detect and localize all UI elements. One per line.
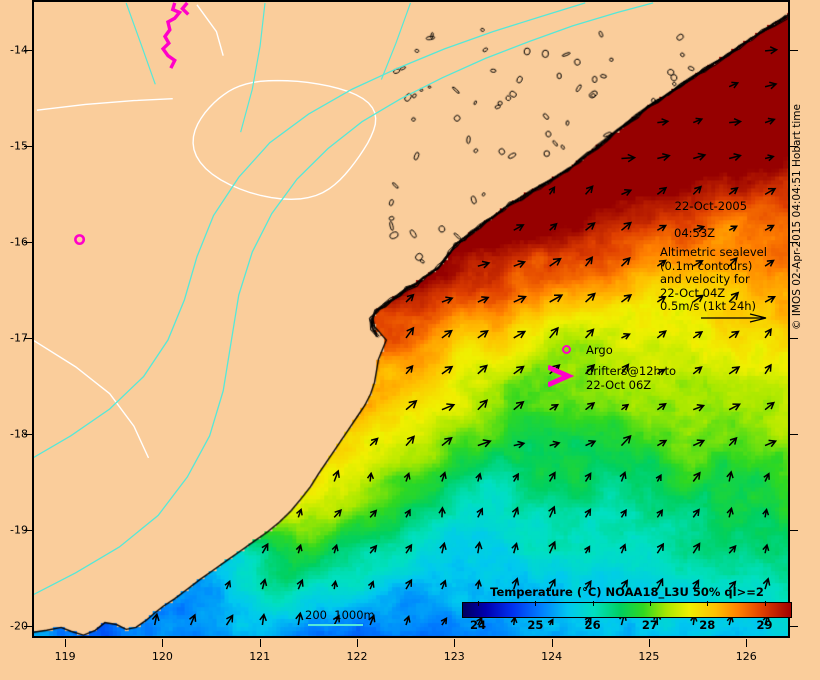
y-tick-mark-2: [24, 242, 32, 244]
x-tick-mark-2: [259, 639, 261, 647]
argo-marker-icon: [562, 345, 571, 354]
colorbar-tick-label-5: 29: [756, 618, 773, 632]
copyright-notice: © IMOS 02-Apr-2015 04:04:51 Hobart time: [791, 104, 803, 330]
y-tick-mark-4: [24, 434, 32, 436]
colorbar-ticks: 24 25 26 27 28 29: [462, 601, 792, 636]
depth-scale-line: [308, 624, 363, 626]
y-tick-mark-right-4: [790, 434, 798, 436]
depth-scale-legend: 200 1000m: [305, 608, 375, 626]
timestamp-time: 04:53Z: [674, 225, 716, 240]
colorbar-tick-mark-0: [478, 601, 480, 606]
map-plot-area[interactable]: [32, 0, 790, 638]
x-tick-mark-6: [648, 639, 650, 647]
argo-legend-label: Argo: [586, 343, 613, 357]
y-tick-label-5: -19: [10, 523, 28, 537]
colorbar-tick-label-4: 28: [699, 618, 716, 632]
y-tick-label-0: -14: [10, 43, 28, 57]
x-tick-label-2: 121: [249, 650, 271, 663]
x-tick-label-1: 120: [151, 650, 173, 663]
acquisition-timestamp: 22-Oct-2005 04:53Z: [660, 186, 747, 267]
colorbar-tick-label-3: 27: [641, 618, 658, 632]
y-tick-label-2: -16: [10, 235, 28, 249]
timestamp-date: 22-Oct-2005: [674, 198, 748, 213]
colorbar-tick-label-1: 25: [527, 618, 544, 632]
colorbar-tick-label-2: 26: [584, 618, 601, 632]
colorbar-tick-mark-5: [764, 601, 766, 606]
y-tick-label-6: -20: [10, 619, 28, 633]
y-tick-label-4: -18: [10, 427, 28, 441]
x-tick-mark-5: [551, 639, 553, 647]
y-tick-mark-right-6: [790, 626, 798, 628]
y-tick-mark-right-5: [790, 530, 798, 532]
colorbar: Temperature (°C) NOAA18_L3U 50% ql>=2 24…: [462, 585, 792, 636]
x-tick-mark-4: [454, 639, 456, 647]
x-tick-label-4: 123: [443, 650, 465, 663]
y-tick-mark-0: [24, 49, 32, 51]
x-tick-mark-1: [162, 639, 164, 647]
altimetry-note: Altimetric sealevel (0.1m contours) and …: [660, 245, 767, 313]
x-tick-mark-0: [65, 639, 67, 647]
y-tick-mark-right-3: [790, 338, 798, 340]
sst-raster-layer: [33, 1, 789, 637]
drifter-legend-label: drifters@12h to 22-Oct 06Z: [586, 364, 676, 392]
colorbar-tick-label-0: 24: [470, 618, 487, 632]
colorbar-tick-mark-1: [535, 601, 537, 606]
drifter-track-icon: [546, 364, 575, 388]
x-tick-label-3: 122: [346, 650, 368, 663]
colorbar-title: Temperature (°C) NOAA18_L3U 50% ql>=2: [490, 585, 764, 599]
x-tick-label-7: 126: [735, 650, 757, 663]
x-tick-label-0: 119: [54, 650, 76, 663]
x-tick-label-6: 125: [638, 650, 660, 663]
y-tick-mark-right-0: [790, 49, 798, 51]
y-tick-label-1: -15: [10, 139, 28, 153]
y-tick-mark-3: [24, 338, 32, 340]
y-tick-mark-right-2: [790, 242, 798, 244]
colorbar-tick-mark-2: [592, 601, 594, 606]
y-tick-mark-6: [24, 626, 32, 628]
colorbar-tick-mark-4: [707, 601, 709, 606]
colorbar-gradient: [462, 602, 792, 618]
velocity-scale-arrow: [701, 313, 767, 323]
colorbar-tick-mark-3: [649, 601, 651, 606]
y-tick-mark-right-1: [790, 146, 798, 148]
x-tick-label-5: 124: [541, 650, 563, 663]
x-tick-mark-3: [356, 639, 358, 647]
drifter-legend-entry: drifters@12h to 22-Oct 06Z: [546, 364, 676, 391]
y-tick-label-3: -17: [10, 331, 28, 345]
y-tick-mark-1: [24, 146, 32, 148]
x-tick-mark-7: [746, 639, 748, 647]
depth-scale-label: 200 1000m: [305, 608, 375, 622]
y-tick-mark-5: [24, 530, 32, 532]
